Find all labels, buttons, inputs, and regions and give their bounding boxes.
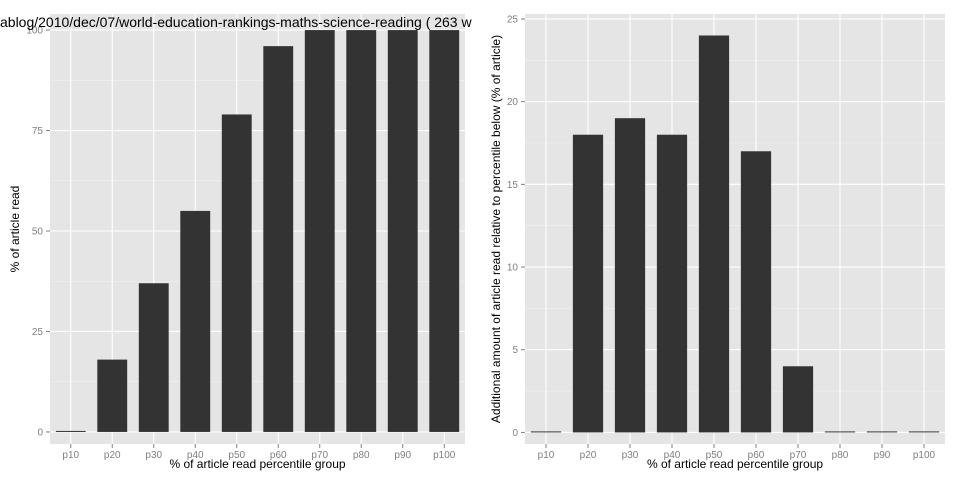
x-tick-label: p30 [622,450,639,461]
bar-p70 [782,366,814,433]
bar-p40 [656,134,688,433]
chart-title: ablog/2010/dec/07/world-education-rankin… [0,14,472,30]
bar-p10 [55,430,86,432]
bar-p30 [138,283,169,432]
y-tick-label: 0 [512,428,518,439]
y-tick-label: 0 [37,427,43,438]
chart-panel-2: 0 5 10 15 20 25 p10 p20 p30 p40 p50 p60 p70 p80 p90 p10… [489,14,945,471]
bar-p60 [263,46,294,432]
x-axis-title: % of article read percentile group [169,457,345,471]
y-tick-label: 25 [507,14,519,25]
y-axis-title: % of article read [8,186,22,273]
x-tick-label: p100 [913,450,936,461]
y-tick-label: 5 [512,345,518,356]
y-tick-label: 10 [507,263,519,274]
bar-p50 [221,114,252,432]
bar-p100 [429,30,460,432]
x-tick-label: p70 [311,450,328,461]
y-tick-label: 100 [26,26,43,37]
y-tick-label: 75 [32,126,44,137]
x-tick-label: p100 [433,450,456,461]
x-tick-label: p70 [790,450,807,461]
bar-p60 [740,151,772,433]
bar-p20 [97,359,128,432]
bar-p70 [304,30,335,432]
x-tick-label: p60 [270,450,287,461]
bar-p90 [387,30,418,432]
bar-p20 [572,134,604,433]
x-tick-label: p20 [580,450,597,461]
x-tick-label: p30 [145,450,162,461]
x-tick-label: p20 [104,450,121,461]
bar-p80 [346,30,377,432]
bar-p30 [614,118,646,433]
x-tick-label: p40 [187,450,204,461]
bar-p50 [698,35,730,433]
x-tick-label: p10 [538,450,555,461]
bar-p100 [908,431,940,433]
x-tick-label: p60 [748,450,765,461]
bar-p40 [180,210,211,432]
y-tick-label: 25 [32,327,44,338]
y-tick-label: 50 [32,227,44,238]
y-tick-label: 20 [507,97,519,108]
bar-p90 [866,431,898,433]
x-tick-label: p50 [706,450,723,461]
x-tick-label: p80 [832,450,849,461]
x-tick-label: p90 [874,450,891,461]
x-tick-label: p80 [353,450,370,461]
x-tick-label: p10 [62,450,79,461]
x-tick-label: p90 [394,450,411,461]
bar-p10 [530,431,562,433]
x-tick-label: p40 [664,450,681,461]
y-tick-label: 15 [507,180,519,191]
x-axis-title: % of article read percentile group [647,457,823,471]
y-axis-title: Additional amount of article read relati… [489,35,503,423]
bar-p80 [824,431,856,433]
x-tick-label: p50 [228,450,245,461]
chart-panel-1: 0 25 50 75 100 p10 p20 p30 p40 p50 p60 p70 p80 p90 p10… [0,14,472,471]
